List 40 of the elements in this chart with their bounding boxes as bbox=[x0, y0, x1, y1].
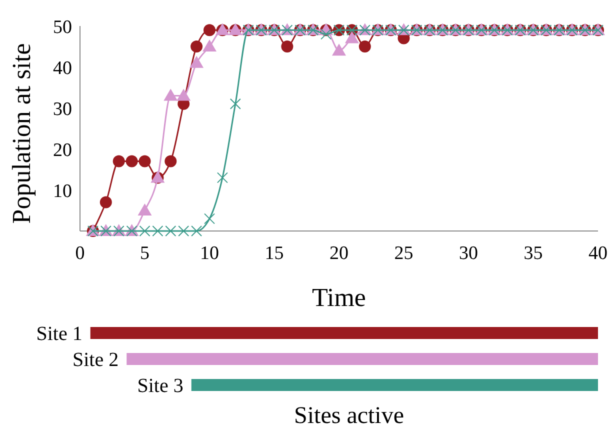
y-tick-label: Site 1 bbox=[36, 323, 82, 345]
point bbox=[230, 98, 241, 110]
point bbox=[202, 40, 216, 52]
point bbox=[164, 88, 178, 101]
x-tick-label: 5 bbox=[140, 243, 150, 264]
point bbox=[344, 31, 359, 44]
point bbox=[138, 155, 151, 168]
point bbox=[320, 28, 332, 40]
x-tick-label: 25 bbox=[394, 243, 414, 264]
point bbox=[204, 24, 216, 36]
point bbox=[190, 56, 204, 68]
x-axis-title: Time bbox=[312, 283, 366, 312]
point bbox=[281, 40, 294, 52]
x-tick-label: 0 bbox=[75, 243, 85, 264]
x-tick-label: 10 bbox=[200, 243, 219, 264]
y-axis-title: Population at site bbox=[7, 43, 36, 224]
x-tick-label: 35 bbox=[524, 243, 543, 264]
point bbox=[204, 213, 215, 224]
y-tick-label: Site 3 bbox=[137, 375, 184, 397]
point bbox=[332, 44, 346, 56]
y-tick-label: 30 bbox=[53, 99, 72, 120]
x-tick-label: 20 bbox=[330, 243, 348, 264]
x-tick-label: 15 bbox=[264, 243, 284, 264]
x-tick-label: 40 bbox=[588, 243, 608, 264]
y-tick-label: 20 bbox=[53, 140, 72, 161]
point bbox=[112, 155, 125, 168]
y-tick-label: 40 bbox=[53, 58, 72, 79]
point bbox=[216, 172, 228, 184]
point bbox=[176, 88, 191, 101]
point bbox=[126, 155, 138, 168]
y-tick-label: 50 bbox=[53, 17, 72, 38]
point bbox=[190, 40, 203, 52]
x-axis-title: Sites active bbox=[294, 403, 404, 425]
point bbox=[138, 204, 152, 216]
point bbox=[164, 155, 177, 168]
y-tick-label: 10 bbox=[53, 181, 72, 202]
point bbox=[358, 40, 371, 52]
x-tick-label: 30 bbox=[459, 243, 478, 264]
y-tick-label: Site 2 bbox=[72, 349, 119, 371]
point bbox=[100, 196, 112, 208]
